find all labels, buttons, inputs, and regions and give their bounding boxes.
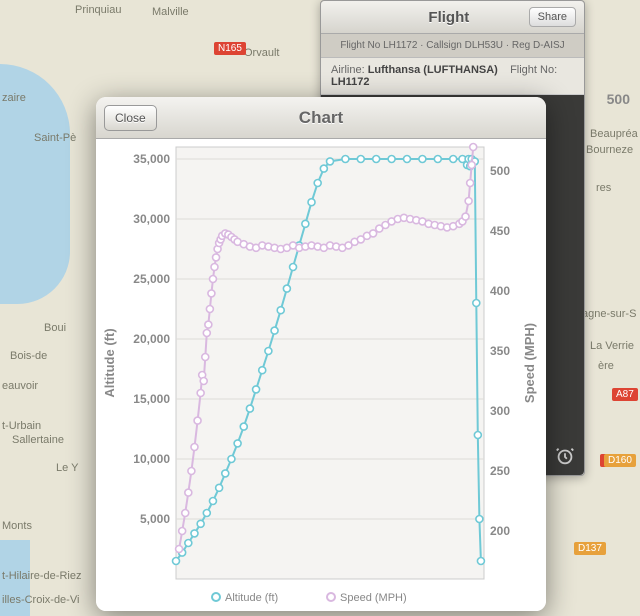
map-label: Boui: [44, 322, 66, 334]
svg-text:10,000: 10,000: [133, 452, 170, 466]
svg-text:35,000: 35,000: [133, 152, 170, 166]
map-label: t-Hilaire-de-Riez: [2, 570, 81, 582]
flight-subtitle: Flight No LH1172 · Callsign DLH53U · Reg…: [321, 34, 584, 58]
map-label: zaire: [2, 92, 26, 104]
flight-panel-header: Flight Share: [321, 1, 584, 34]
map-label: eauvoir: [2, 380, 38, 392]
map-label: agne-sur-S: [582, 308, 636, 320]
svg-text:Altitude (ft): Altitude (ft): [225, 592, 278, 604]
chart-body: 5,000 10,000 15,000 20,000 25,000 30,000 35,00…: [96, 139, 546, 611]
map-label: t-Urbain: [2, 420, 41, 432]
close-button[interactable]: Close: [104, 105, 157, 131]
svg-text:450: 450: [490, 224, 510, 238]
flight-panel-title: Flight: [369, 9, 529, 26]
map-label: Le Y: [56, 462, 78, 474]
map-label: Prinquiau: [75, 4, 121, 16]
map-label: Bois-de: [10, 350, 47, 362]
map-label: illes-Croix-de-Vi: [2, 594, 79, 606]
map-label: res: [596, 182, 611, 194]
map-label: Malville: [152, 6, 189, 18]
svg-text:250: 250: [490, 464, 510, 478]
map-label: Saint-Pè: [34, 132, 76, 144]
svg-text:Speed (MPH): Speed (MPH): [340, 592, 407, 604]
svg-text:30,000: 30,000: [133, 212, 170, 226]
svg-text:300: 300: [490, 404, 510, 418]
flightno-label: Flight No:: [510, 64, 557, 76]
road-badge: A87: [612, 388, 638, 401]
map-label: Bourneze: [586, 144, 633, 156]
airline-value: Lufthansa (LUFTHANSA): [368, 64, 498, 76]
chart-modal: Close Chart 5,000 10,000 15,000 20,000 25,00…: [96, 97, 546, 611]
map-label: Beaupréa: [590, 128, 638, 140]
flight-info-row: Airline: Lufthansa (LUFTHANSA) Flight No…: [321, 58, 584, 95]
map-label: Sallertaine: [12, 434, 64, 446]
svg-text:5,000: 5,000: [140, 512, 170, 526]
svg-text:200: 200: [490, 524, 510, 538]
bg-tick-500: 500: [607, 91, 630, 107]
road-badge: D137: [574, 542, 606, 555]
flightno-value: LH1172: [331, 76, 370, 88]
svg-text:350: 350: [490, 344, 510, 358]
road-badge: D160: [604, 454, 636, 467]
svg-text:15,000: 15,000: [133, 392, 170, 406]
airline-label: Airline:: [331, 64, 365, 76]
map-label: Monts: [2, 520, 32, 532]
svg-text:Speed (MPH): Speed (MPH): [522, 323, 537, 403]
map-label: ère: [598, 360, 614, 372]
map-label: Orvault: [244, 47, 279, 59]
chart-modal-title: Chart: [96, 108, 546, 128]
share-button[interactable]: Share: [529, 7, 576, 27]
alarm-icon: [552, 443, 578, 469]
svg-text:400: 400: [490, 284, 510, 298]
map-label: La Verrie: [590, 340, 634, 352]
svg-text:25,000: 25,000: [133, 272, 170, 286]
svg-text:Altitude (ft): Altitude (ft): [102, 328, 117, 397]
chart-modal-header: Close Chart: [96, 97, 546, 139]
road-badge: N165: [214, 42, 246, 55]
svg-text:500: 500: [490, 164, 510, 178]
flight-chart: 5,000 10,000 15,000 20,000 25,000 30,000 35,00…: [96, 139, 546, 611]
svg-text:20,000: 20,000: [133, 332, 170, 346]
